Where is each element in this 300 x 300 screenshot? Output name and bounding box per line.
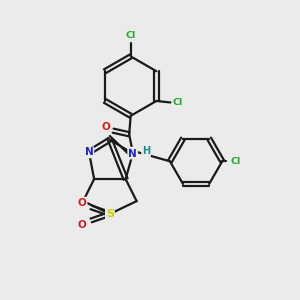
Text: Cl: Cl — [126, 32, 136, 40]
Text: S: S — [106, 209, 114, 219]
Text: Cl: Cl — [173, 98, 183, 107]
Text: N: N — [85, 147, 93, 158]
Text: N: N — [128, 148, 137, 159]
Text: O: O — [78, 220, 87, 230]
Text: O: O — [101, 122, 110, 132]
Text: Cl: Cl — [231, 157, 241, 166]
Text: O: O — [78, 198, 87, 208]
Text: N: N — [128, 148, 137, 158]
Text: H: H — [142, 146, 150, 156]
